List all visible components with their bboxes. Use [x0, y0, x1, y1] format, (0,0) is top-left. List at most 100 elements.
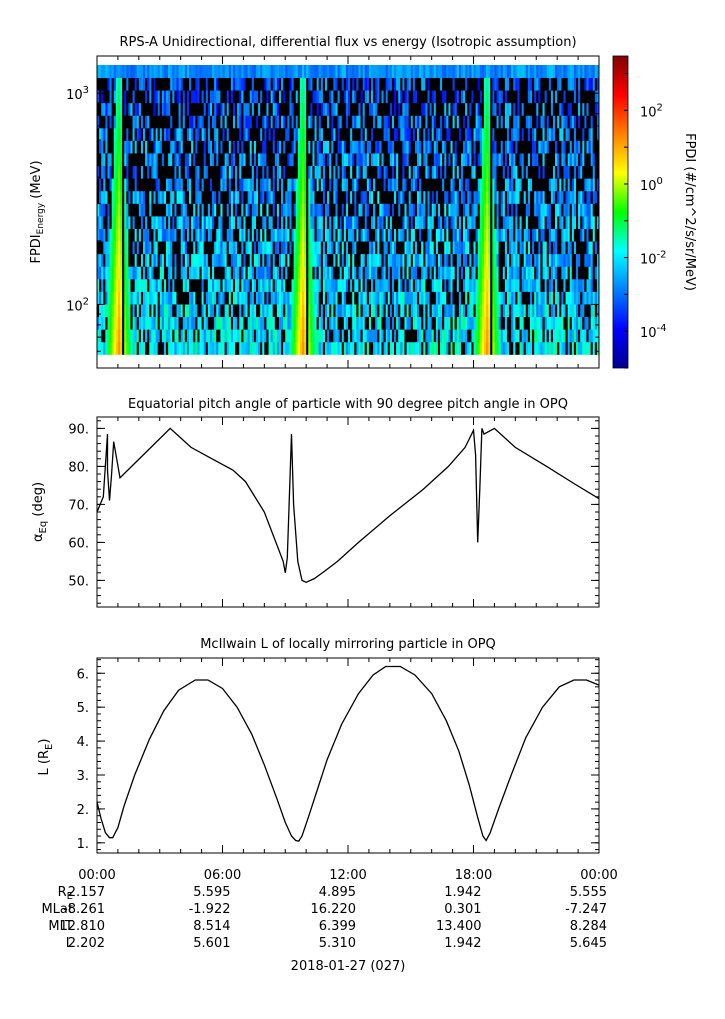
spectrogram-cell: [168, 291, 171, 305]
spectrogram-cell: [450, 140, 453, 154]
spectrogram-cell: [394, 203, 397, 217]
spectrogram-cell: [178, 228, 182, 242]
spectrogram-cell: [352, 341, 355, 355]
spectrogram-cell: [569, 278, 573, 292]
spectrogram-cell: [398, 341, 401, 355]
spectrogram-cell: [178, 266, 182, 280]
spectrogram-cell: [140, 140, 144, 154]
spectrogram-cell: [446, 266, 449, 280]
spectrogram-cell: [536, 253, 539, 267]
spectrogram-cell: [381, 165, 384, 179]
spectrogram-cell: [540, 115, 543, 129]
spectrogram-cell: [358, 253, 361, 267]
spectrogram-cell: [258, 291, 261, 305]
spectrogram-cell: [452, 165, 456, 179]
spectrogram-cell: [490, 316, 493, 330]
spectrogram-cell: [161, 90, 165, 104]
spectrogram-cell: [241, 165, 244, 179]
spectrogram-cell: [375, 102, 378, 116]
spectrogram-cell: [350, 341, 353, 355]
spectrogram-cell: [410, 316, 414, 330]
spectrogram-cell: [465, 228, 468, 242]
spectrogram-cell: [580, 278, 583, 292]
spectrogram-cell: [406, 90, 410, 104]
spectrogram-cell: [130, 190, 133, 204]
spectrogram-cell: [113, 203, 117, 217]
spectrogram-cell: [458, 190, 462, 204]
spectrogram-cell: [360, 215, 364, 229]
spectrogram-cell: [580, 316, 583, 330]
spectrogram-cell: [122, 241, 125, 255]
spectrogram-cell: [232, 115, 236, 129]
spectrogram-cell: [337, 102, 341, 116]
spectrogram-cell: [285, 241, 288, 255]
spectrogram-cell: [251, 253, 255, 267]
spectrogram-cell: [529, 291, 533, 305]
spectrogram-cell: [473, 316, 476, 330]
spectrogram-cell: [383, 190, 387, 204]
spectrogram-cell: [151, 316, 154, 330]
spectrogram-cell: [132, 304, 136, 318]
spectrogram-cell: [147, 215, 150, 229]
spectrogram-cell: [124, 316, 127, 330]
spectrogram-cell: [544, 203, 548, 217]
spectrogram-cell: [536, 291, 539, 305]
spectrogram-cell: [452, 127, 456, 141]
spectrogram-cell: [358, 329, 361, 343]
spectrogram-cell: [182, 241, 186, 255]
spectrogram-cell: [515, 304, 518, 318]
spectrogram-cell: [115, 215, 119, 229]
spectrogram-cell: [312, 215, 315, 229]
spectrogram-cell: [536, 127, 539, 141]
spectrogram-cell: [364, 316, 368, 330]
spectrogram-cell: [408, 153, 412, 167]
spectrogram-cell: [285, 341, 288, 355]
spectrogram-cell: [550, 115, 554, 129]
spectrogram-cell: [235, 203, 238, 217]
spectrogram-cell: [519, 228, 523, 242]
spectrogram-cell: [446, 329, 449, 343]
spectrogram-cell: [373, 203, 376, 217]
spectrogram-cell: [295, 90, 299, 104]
spectrogram-cell: [239, 228, 242, 242]
spectrogram-cell: [320, 165, 324, 179]
spectrogram-cell: [299, 115, 303, 129]
spectrogram-cell: [186, 165, 190, 179]
spectrogram-cell: [408, 115, 412, 129]
spectrogram-cell: [143, 127, 146, 141]
spectrogram-cell: [552, 165, 556, 179]
spectrogram-cell: [161, 241, 165, 255]
spectrogram-cell: [205, 203, 209, 217]
spectrogram-cell: [391, 341, 395, 355]
spectrogram-cell: [243, 115, 246, 129]
spectrogram-cell: [412, 304, 416, 318]
spectrogram-cell: [490, 291, 493, 305]
spectrogram-cell: [153, 253, 156, 267]
spectrogram-cell: [308, 203, 311, 217]
spectrogram-cell: [538, 115, 541, 129]
spectrogram-cell: [136, 215, 140, 229]
spectrogram-cell: [228, 253, 232, 267]
spectrogram-cell: [423, 153, 426, 167]
spectrogram-cell: [358, 153, 361, 167]
spectrogram-cell: [496, 278, 499, 292]
spectrogram-cell: [99, 253, 102, 267]
spectrogram-cell: [463, 140, 466, 154]
spectrogram-cell: [203, 115, 207, 129]
spectrogram-cell: [573, 190, 577, 204]
spectrogram-cell: [270, 304, 274, 318]
spectrogram-cell: [299, 178, 303, 192]
spectrogram-cell: [446, 253, 449, 267]
spectrogram-cell: [473, 102, 476, 116]
spectrogram-cell: [151, 102, 154, 116]
spectrogram-cell: [201, 266, 205, 280]
spectrogram-cell: [285, 215, 288, 229]
spectrogram-cell: [136, 203, 140, 217]
spectrogram-cell: [396, 165, 399, 179]
spectrogram-cell: [239, 215, 242, 229]
spectrogram-cell: [387, 329, 391, 343]
spectrogram-cell: [504, 241, 508, 255]
spectrogram-cell: [283, 203, 286, 217]
spectrogram-cell: [207, 203, 211, 217]
spectrogram-cell: [276, 316, 280, 330]
